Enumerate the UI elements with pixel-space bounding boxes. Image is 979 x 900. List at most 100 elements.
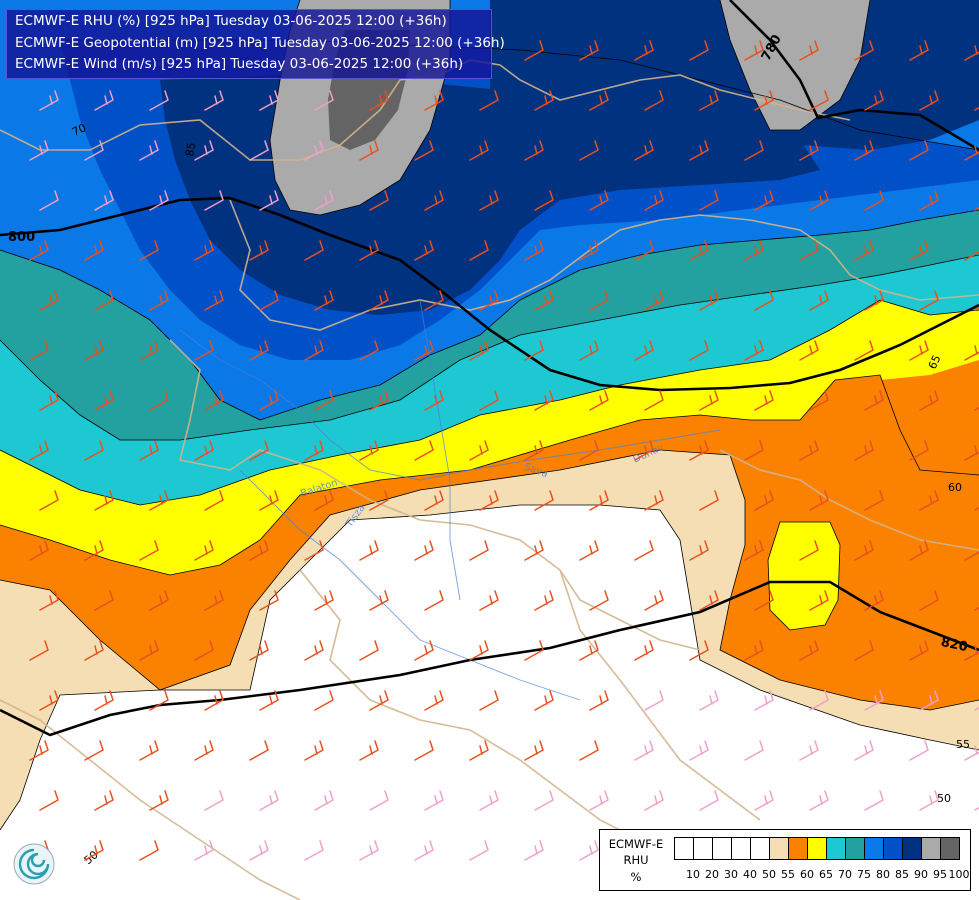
legend-swatch (693, 837, 713, 860)
wind-barb-icon (194, 440, 214, 461)
wind-barb-icon (864, 190, 884, 211)
wind-barb-icon (249, 140, 269, 161)
wind-barb-icon (359, 540, 379, 561)
legend: ECMWF-E RHU % 10 20 30 40 50 55 60 65 70 75 80 85 90… (599, 829, 971, 891)
wind-barb-icon (754, 490, 774, 511)
wind-barb-icon (304, 640, 324, 661)
wind-barb-icon (149, 190, 169, 211)
wind-barb-icon (534, 190, 554, 211)
wind-barb-icon (964, 251, 979, 261)
wind-barb-icon (139, 840, 159, 861)
legend-tick-label: 65 (819, 868, 833, 881)
rhu-label: 60 (948, 481, 962, 494)
legend-variable: RHU (623, 853, 649, 867)
wind-barb-icon (304, 840, 324, 861)
wind-barb-icon (909, 40, 929, 61)
wind-barb-icon (359, 640, 379, 661)
wind-barb-icon (204, 390, 224, 411)
wind-barb-icon (204, 790, 224, 811)
wind-barb-icon (249, 540, 269, 561)
wind-barb-icon (29, 240, 49, 261)
wind-barb-icon (974, 106, 979, 111)
isoline-780 (729, 0, 979, 152)
wind-barb-icon (589, 390, 609, 411)
legend-tick-label: 60 (800, 868, 814, 881)
wind-barb-icon (304, 140, 324, 161)
legend-swatch (731, 837, 751, 860)
wind-barb-icon (469, 740, 489, 761)
wind-barb-icon (479, 690, 499, 711)
wind-barb-icon (534, 390, 554, 411)
wind-barb-icon (689, 740, 709, 761)
wind-barb-icon (809, 790, 829, 811)
wind-barb-icon (424, 290, 444, 311)
wind-barb-icon (919, 590, 939, 611)
wind-barb-icon (94, 290, 114, 311)
wind-barb-icon (699, 290, 719, 311)
rhu-label: 55 (956, 738, 970, 751)
wind-barb-icon (744, 240, 764, 261)
wind-barb-icon (479, 290, 499, 311)
wind-barb-icon (139, 640, 159, 661)
wind-barb-icon (149, 490, 169, 511)
wind-barb-icon (864, 690, 884, 711)
wind-barb-icon (799, 240, 819, 261)
legend-tick-label: 30 (724, 868, 738, 881)
wind-barb-icon (359, 740, 379, 761)
wind-barb-icon (634, 540, 654, 561)
wind-barb-icon (589, 790, 609, 811)
wind-barb-icon (469, 840, 489, 861)
wind-barb-icon (909, 540, 929, 561)
wind-barb-icon (304, 340, 324, 361)
wind-barb-icon (909, 240, 929, 261)
legend-swatch (921, 837, 941, 860)
legend-tick-label: 20 (705, 868, 719, 881)
wind-barb-icon (424, 390, 444, 411)
wind-barb-icon (94, 790, 114, 811)
wind-barb-icon (479, 390, 499, 411)
wind-barb-icon (84, 640, 104, 661)
wind-barb-icon (139, 540, 159, 561)
legend-swatch (940, 837, 960, 860)
wind-barb-icon (919, 90, 939, 111)
wind-barb-icon (644, 690, 664, 711)
wind-barb-icon (424, 690, 444, 711)
wind-barb-icon (864, 290, 884, 311)
wind-barb-icon (524, 140, 544, 161)
legend-tick-label: 95 (933, 868, 947, 881)
wind-barb-icon (854, 140, 874, 161)
wind-barb-icon (864, 490, 884, 511)
wind-barb-icon (94, 390, 114, 411)
legend-swatch (902, 837, 922, 860)
wind-barb-icon (579, 140, 599, 161)
wind-barb-icon (854, 640, 874, 661)
wind-barb-icon (579, 340, 599, 361)
wind-barb-icon (369, 290, 389, 311)
wind-barb-icon (424, 490, 444, 511)
wind-barb-icon (634, 140, 654, 161)
wind-barb-icon (909, 440, 929, 461)
wind-barb-icon (479, 490, 499, 511)
wind-barb-icon (29, 540, 49, 561)
wind-barb-icon (469, 240, 489, 261)
wind-barb-icon (139, 740, 159, 761)
isoline-label-800: 800 (8, 230, 35, 245)
wind-barb-icon (94, 190, 114, 211)
wind-barb-icon (149, 390, 169, 411)
wind-barb-icon (39, 190, 59, 211)
wind-barb-icon (644, 290, 664, 311)
wind-barb-icon (39, 390, 59, 411)
wind-barb-icon (754, 590, 774, 611)
wind-barb-icon (589, 190, 609, 211)
wind-barb-icon (84, 740, 104, 761)
wind-barb-icon (359, 340, 379, 361)
wind-barb-icon (579, 240, 599, 261)
wind-barb-icon (864, 390, 884, 411)
ecmwf-logo-icon (13, 843, 55, 885)
wind-barb-icon (919, 390, 939, 411)
wind-barb-icon (204, 490, 224, 511)
legend-tick-label: 75 (857, 868, 871, 881)
wind-barb-icon (94, 590, 114, 611)
legend-model: ECMWF-E (608, 837, 664, 851)
wind-barb-icon (259, 190, 279, 211)
